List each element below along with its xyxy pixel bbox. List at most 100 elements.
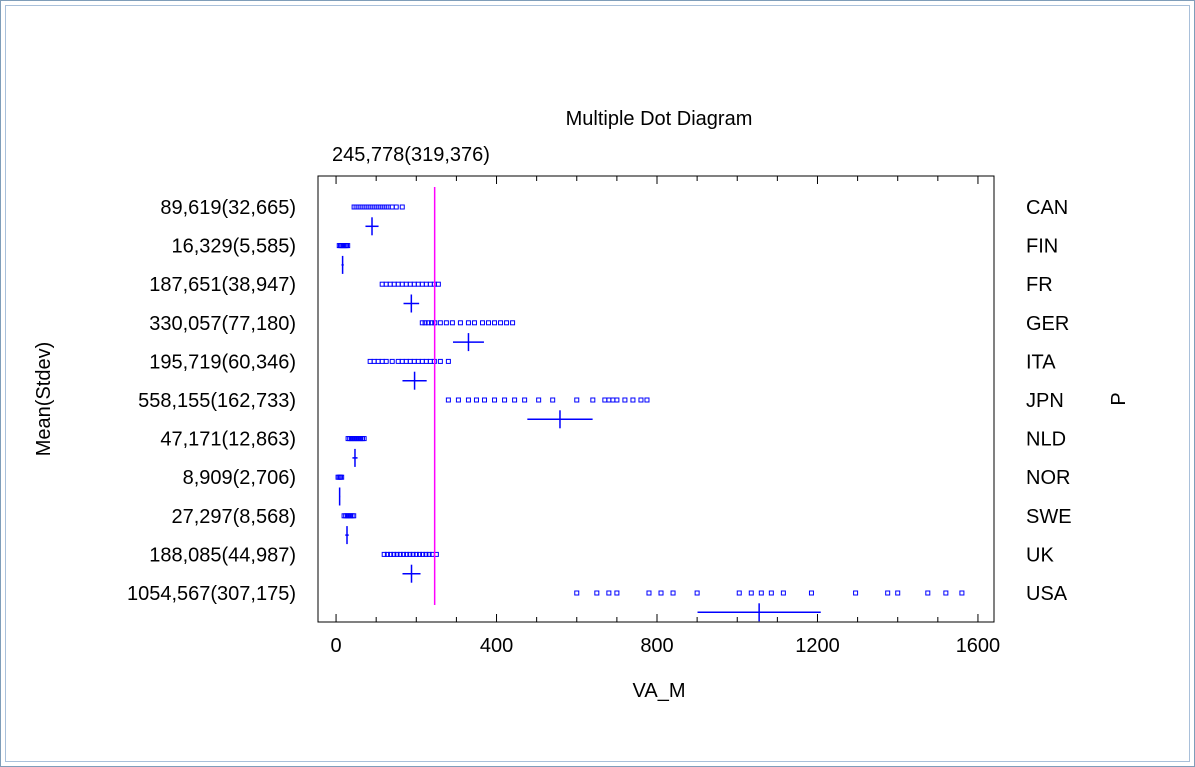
data-point — [536, 397, 542, 403]
data-point — [351, 513, 357, 519]
data-point — [465, 320, 471, 326]
data-point — [959, 590, 965, 596]
x-ticks — [335, 176, 979, 622]
data-point — [622, 397, 628, 403]
data-point — [646, 590, 652, 596]
data-point — [479, 320, 485, 326]
right-axis-label: P — [1108, 392, 1130, 405]
data-point — [339, 474, 345, 480]
data-point — [498, 320, 504, 326]
data-point — [389, 204, 395, 210]
data-point — [736, 590, 742, 596]
group-summary-label: 1054,567(307,175) — [127, 583, 296, 605]
data-point — [465, 397, 471, 403]
data-point — [427, 358, 433, 364]
data-point — [748, 590, 754, 596]
data-point — [670, 590, 676, 596]
group-summary-label: 16,329(5,585) — [171, 236, 296, 258]
data-point — [426, 551, 432, 557]
data-point — [481, 397, 487, 403]
data-point — [387, 281, 393, 287]
data-point — [422, 320, 428, 326]
data-point — [512, 397, 518, 403]
data-point — [638, 397, 644, 403]
data-point — [383, 358, 389, 364]
data-point — [437, 320, 443, 326]
group-summary-label: 27,297(8,568) — [171, 506, 296, 528]
group-summary-label: 8,909(2,706) — [183, 467, 296, 489]
data-point — [486, 320, 492, 326]
data-point — [630, 397, 636, 403]
data-point — [381, 551, 387, 557]
data-point — [403, 358, 409, 364]
data-point — [457, 320, 463, 326]
data-point — [574, 397, 580, 403]
data-point — [395, 281, 401, 287]
data-point — [895, 590, 901, 596]
y-axis-label: Mean(Stdev) — [33, 342, 55, 457]
plot-area-border — [317, 175, 995, 623]
x-tick-label: 1200 — [795, 635, 840, 657]
x-tick-label: 1600 — [956, 635, 1001, 657]
data-point — [371, 358, 377, 364]
group-name-label: USA — [1026, 583, 1068, 605]
group-name-label: GER — [1026, 313, 1069, 335]
group-name-label: JPN — [1026, 390, 1064, 412]
data-point — [590, 397, 596, 403]
group-summary-label: 330,057(77,180) — [149, 313, 296, 335]
data-point — [391, 551, 397, 557]
data-point — [388, 551, 394, 557]
data-point — [407, 358, 413, 364]
data-point — [379, 281, 385, 287]
group-summary-labels: 89,619(32,665) 16,329(5,585) 187,651(38,94… — [127, 197, 296, 605]
data-point — [379, 358, 385, 364]
data-point — [391, 281, 397, 287]
group-summary-label: 188,085(44,987) — [149, 544, 296, 566]
data-point — [410, 551, 416, 557]
group-name-label: NOR — [1026, 467, 1070, 489]
data-point — [413, 551, 419, 557]
data-point — [389, 358, 395, 364]
data-point — [383, 281, 389, 287]
group-name-label: FIN — [1026, 236, 1058, 258]
data-point — [423, 281, 429, 287]
chart-title: Multiple Dot Diagram — [566, 108, 753, 130]
data-point — [395, 358, 401, 364]
data-point — [419, 358, 425, 364]
data-point — [610, 397, 616, 403]
data-point — [574, 590, 580, 596]
group-summary-label: 187,651(38,947) — [149, 274, 296, 296]
data-point — [694, 590, 700, 596]
data-point — [492, 397, 498, 403]
data-point — [471, 320, 477, 326]
group-name-label: SWE — [1026, 506, 1072, 528]
data-point — [345, 243, 351, 249]
data-point — [473, 397, 479, 403]
data-point — [384, 551, 390, 557]
data-point — [614, 397, 620, 403]
group-name-label: UK — [1026, 544, 1054, 566]
data-point — [400, 551, 406, 557]
data-point — [853, 590, 859, 596]
data-points — [335, 204, 965, 596]
data-point — [419, 320, 425, 326]
group-name-labels: CAN FIN FR GER ITA JPN NLD NOR SWE UK USA — [1026, 197, 1072, 605]
data-point — [594, 590, 600, 596]
data-point — [644, 397, 650, 403]
data-point — [443, 320, 449, 326]
data-point — [445, 397, 451, 403]
data-point — [367, 358, 373, 364]
data-point — [415, 281, 421, 287]
data-point — [375, 358, 381, 364]
data-point — [427, 281, 433, 287]
data-point — [399, 281, 405, 287]
data-point — [925, 590, 931, 596]
data-point — [411, 358, 417, 364]
data-point — [504, 320, 510, 326]
data-point — [423, 551, 429, 557]
x-tick-label: 800 — [640, 635, 673, 657]
data-point — [445, 358, 451, 364]
data-point — [943, 590, 949, 596]
data-point — [614, 590, 620, 596]
